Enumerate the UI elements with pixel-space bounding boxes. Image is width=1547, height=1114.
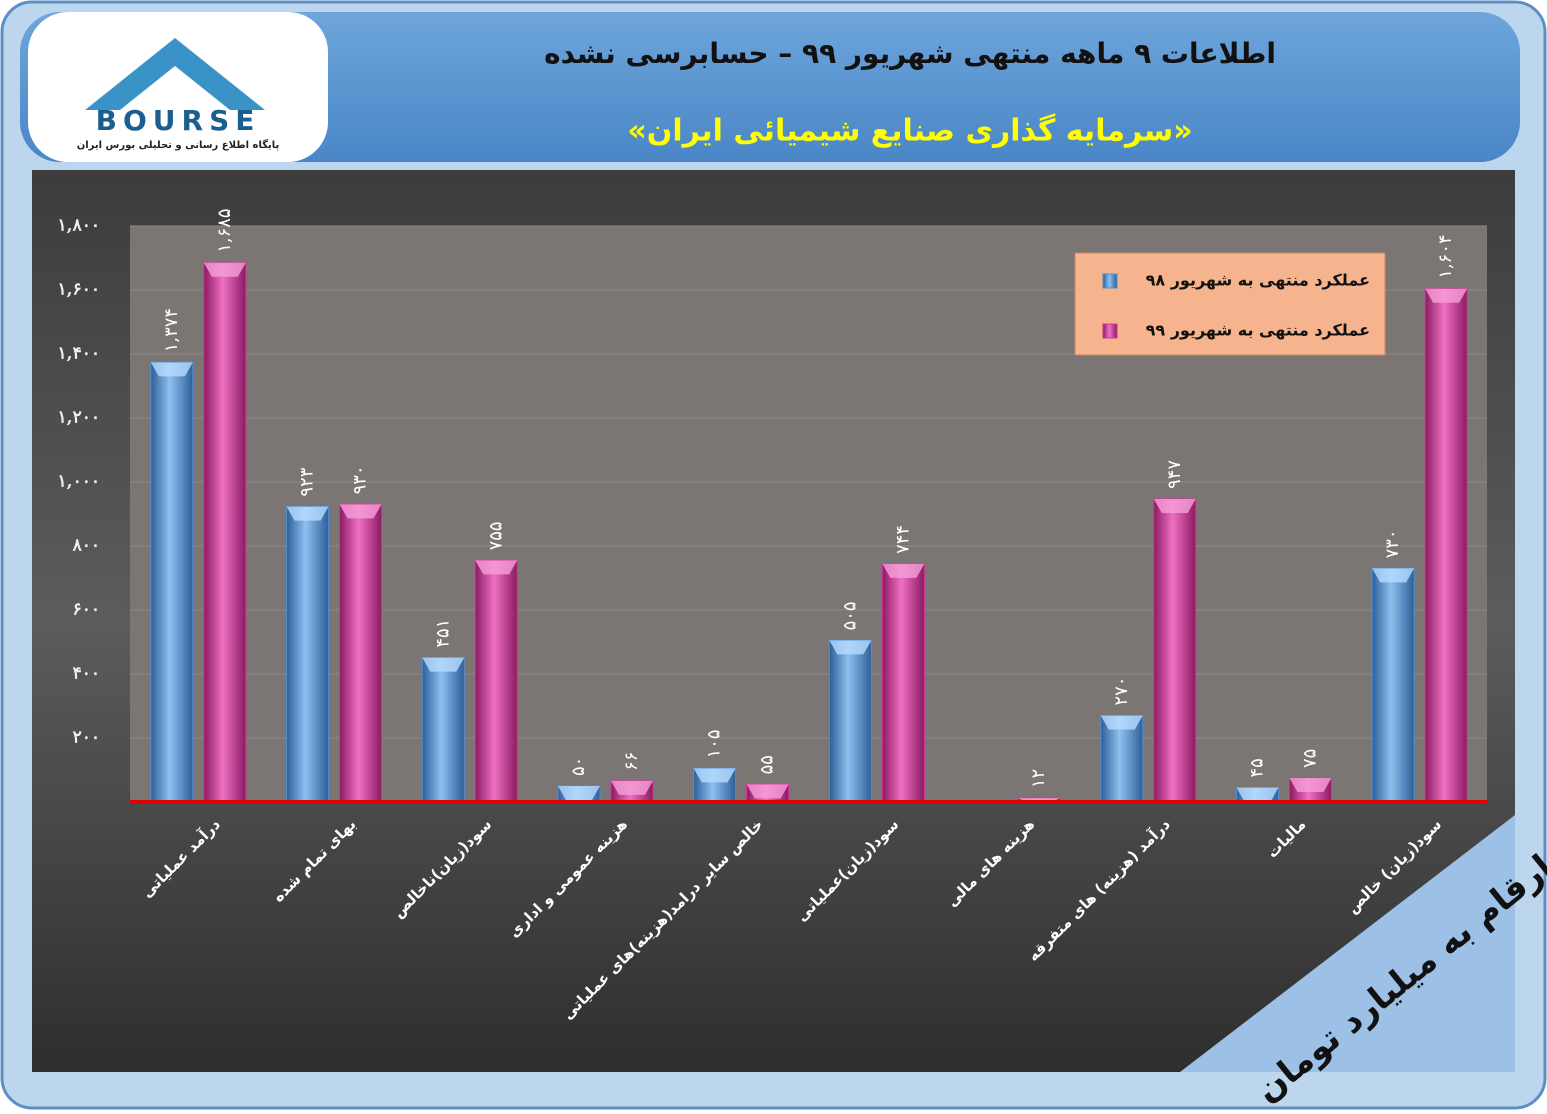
value-label: ۱۰۵ xyxy=(704,729,725,758)
chart-title: اطلاعات ۹ ماهه منتهی شهریور ۹۹ – حسابرسی… xyxy=(544,37,1276,70)
y-tick-label: ۲۰۰ xyxy=(73,728,100,748)
y-tick-label: ۱,۶۰۰ xyxy=(58,280,100,300)
bar-cap xyxy=(882,563,925,578)
value-label: ۱,۶۸۵ xyxy=(214,208,235,252)
bar-cap xyxy=(610,780,653,795)
value-label: ۶۶ xyxy=(621,752,642,771)
y-tick-label: ۱,۴۰۰ xyxy=(58,344,100,364)
value-label: ۵۰۵ xyxy=(839,601,860,630)
bar-cap xyxy=(1372,568,1415,583)
value-label: ۲۷۰ xyxy=(1111,677,1132,706)
value-label: ۹۲۳ xyxy=(297,467,318,496)
bar-cap xyxy=(422,657,465,672)
bar-cap xyxy=(1425,288,1468,303)
value-label: ۱,۶۰۴ xyxy=(1435,234,1456,278)
y-tick-label: ۱,۲۰۰ xyxy=(58,408,100,428)
bar xyxy=(421,657,465,803)
value-label: ۵۵ xyxy=(757,755,778,774)
bar xyxy=(203,262,247,803)
note-triangle xyxy=(1180,815,1515,1072)
legend-label: عملکرد منتهی به شهریور ۹۹ xyxy=(1146,321,1370,340)
y-tick-label: ۱,۸۰۰ xyxy=(58,216,100,236)
value-label: ۷۳۰ xyxy=(1382,529,1403,558)
value-label: ۹۳۰ xyxy=(350,465,371,494)
value-label: ۱۲ xyxy=(1028,769,1049,788)
value-label: ۴۵ xyxy=(1246,758,1267,777)
logo-shape xyxy=(85,38,265,110)
bar xyxy=(1100,715,1144,803)
value-label: ۷۵ xyxy=(1299,749,1320,768)
y-tick-label: ۶۰۰ xyxy=(73,600,100,620)
bar-cap xyxy=(557,786,600,800)
bar-cap xyxy=(1236,787,1279,802)
value-label: ۱,۳۷۴ xyxy=(161,308,182,352)
bar-cap xyxy=(829,640,872,655)
logo-tagline: پایگاه اطلاع رسانی و تحلیلی بورس ایران xyxy=(77,138,280,151)
bar-cap xyxy=(1153,498,1196,513)
bar-cap xyxy=(1100,715,1143,730)
bar-cap xyxy=(746,784,789,799)
bar xyxy=(828,639,872,803)
value-label: ۷۵۵ xyxy=(485,521,506,550)
legend-box xyxy=(1074,252,1386,356)
bar xyxy=(1153,498,1197,803)
bar-cap xyxy=(693,768,736,783)
bar xyxy=(286,506,330,803)
value-label: ۷۴۴ xyxy=(892,525,913,554)
y-tick-label: ۸۰۰ xyxy=(72,536,100,556)
y-tick-label: ۴۰۰ xyxy=(73,664,100,684)
bar-cap xyxy=(339,504,382,519)
bar xyxy=(474,559,518,803)
legend-swatch xyxy=(1102,323,1118,339)
bar xyxy=(1424,288,1468,803)
logo-bg xyxy=(28,12,328,162)
bar xyxy=(1371,567,1415,803)
bar-cap xyxy=(150,362,193,377)
logo-text: BOURSE xyxy=(96,104,261,137)
bar-cap xyxy=(286,506,329,521)
y-tick-label: ۱,۰۰۰ xyxy=(58,472,100,492)
bar xyxy=(339,503,383,803)
chart-subtitle: «سرمایه گذاری صنایع شیمیائی ایران» xyxy=(627,113,1192,149)
legend-swatch xyxy=(1102,273,1118,289)
value-label: ۵۰ xyxy=(568,757,589,776)
bar-cap xyxy=(203,262,246,277)
bar xyxy=(881,563,925,803)
bar-cap xyxy=(475,560,518,575)
value-label: ۴۵۱ xyxy=(432,619,453,648)
legend-label: عملکرد منتهی به شهریور ۹۸ xyxy=(1146,271,1370,290)
header-band xyxy=(20,12,1520,162)
value-label: ۹۴۷ xyxy=(1164,460,1185,489)
bar-cap xyxy=(1289,778,1332,792)
bar xyxy=(150,361,194,803)
